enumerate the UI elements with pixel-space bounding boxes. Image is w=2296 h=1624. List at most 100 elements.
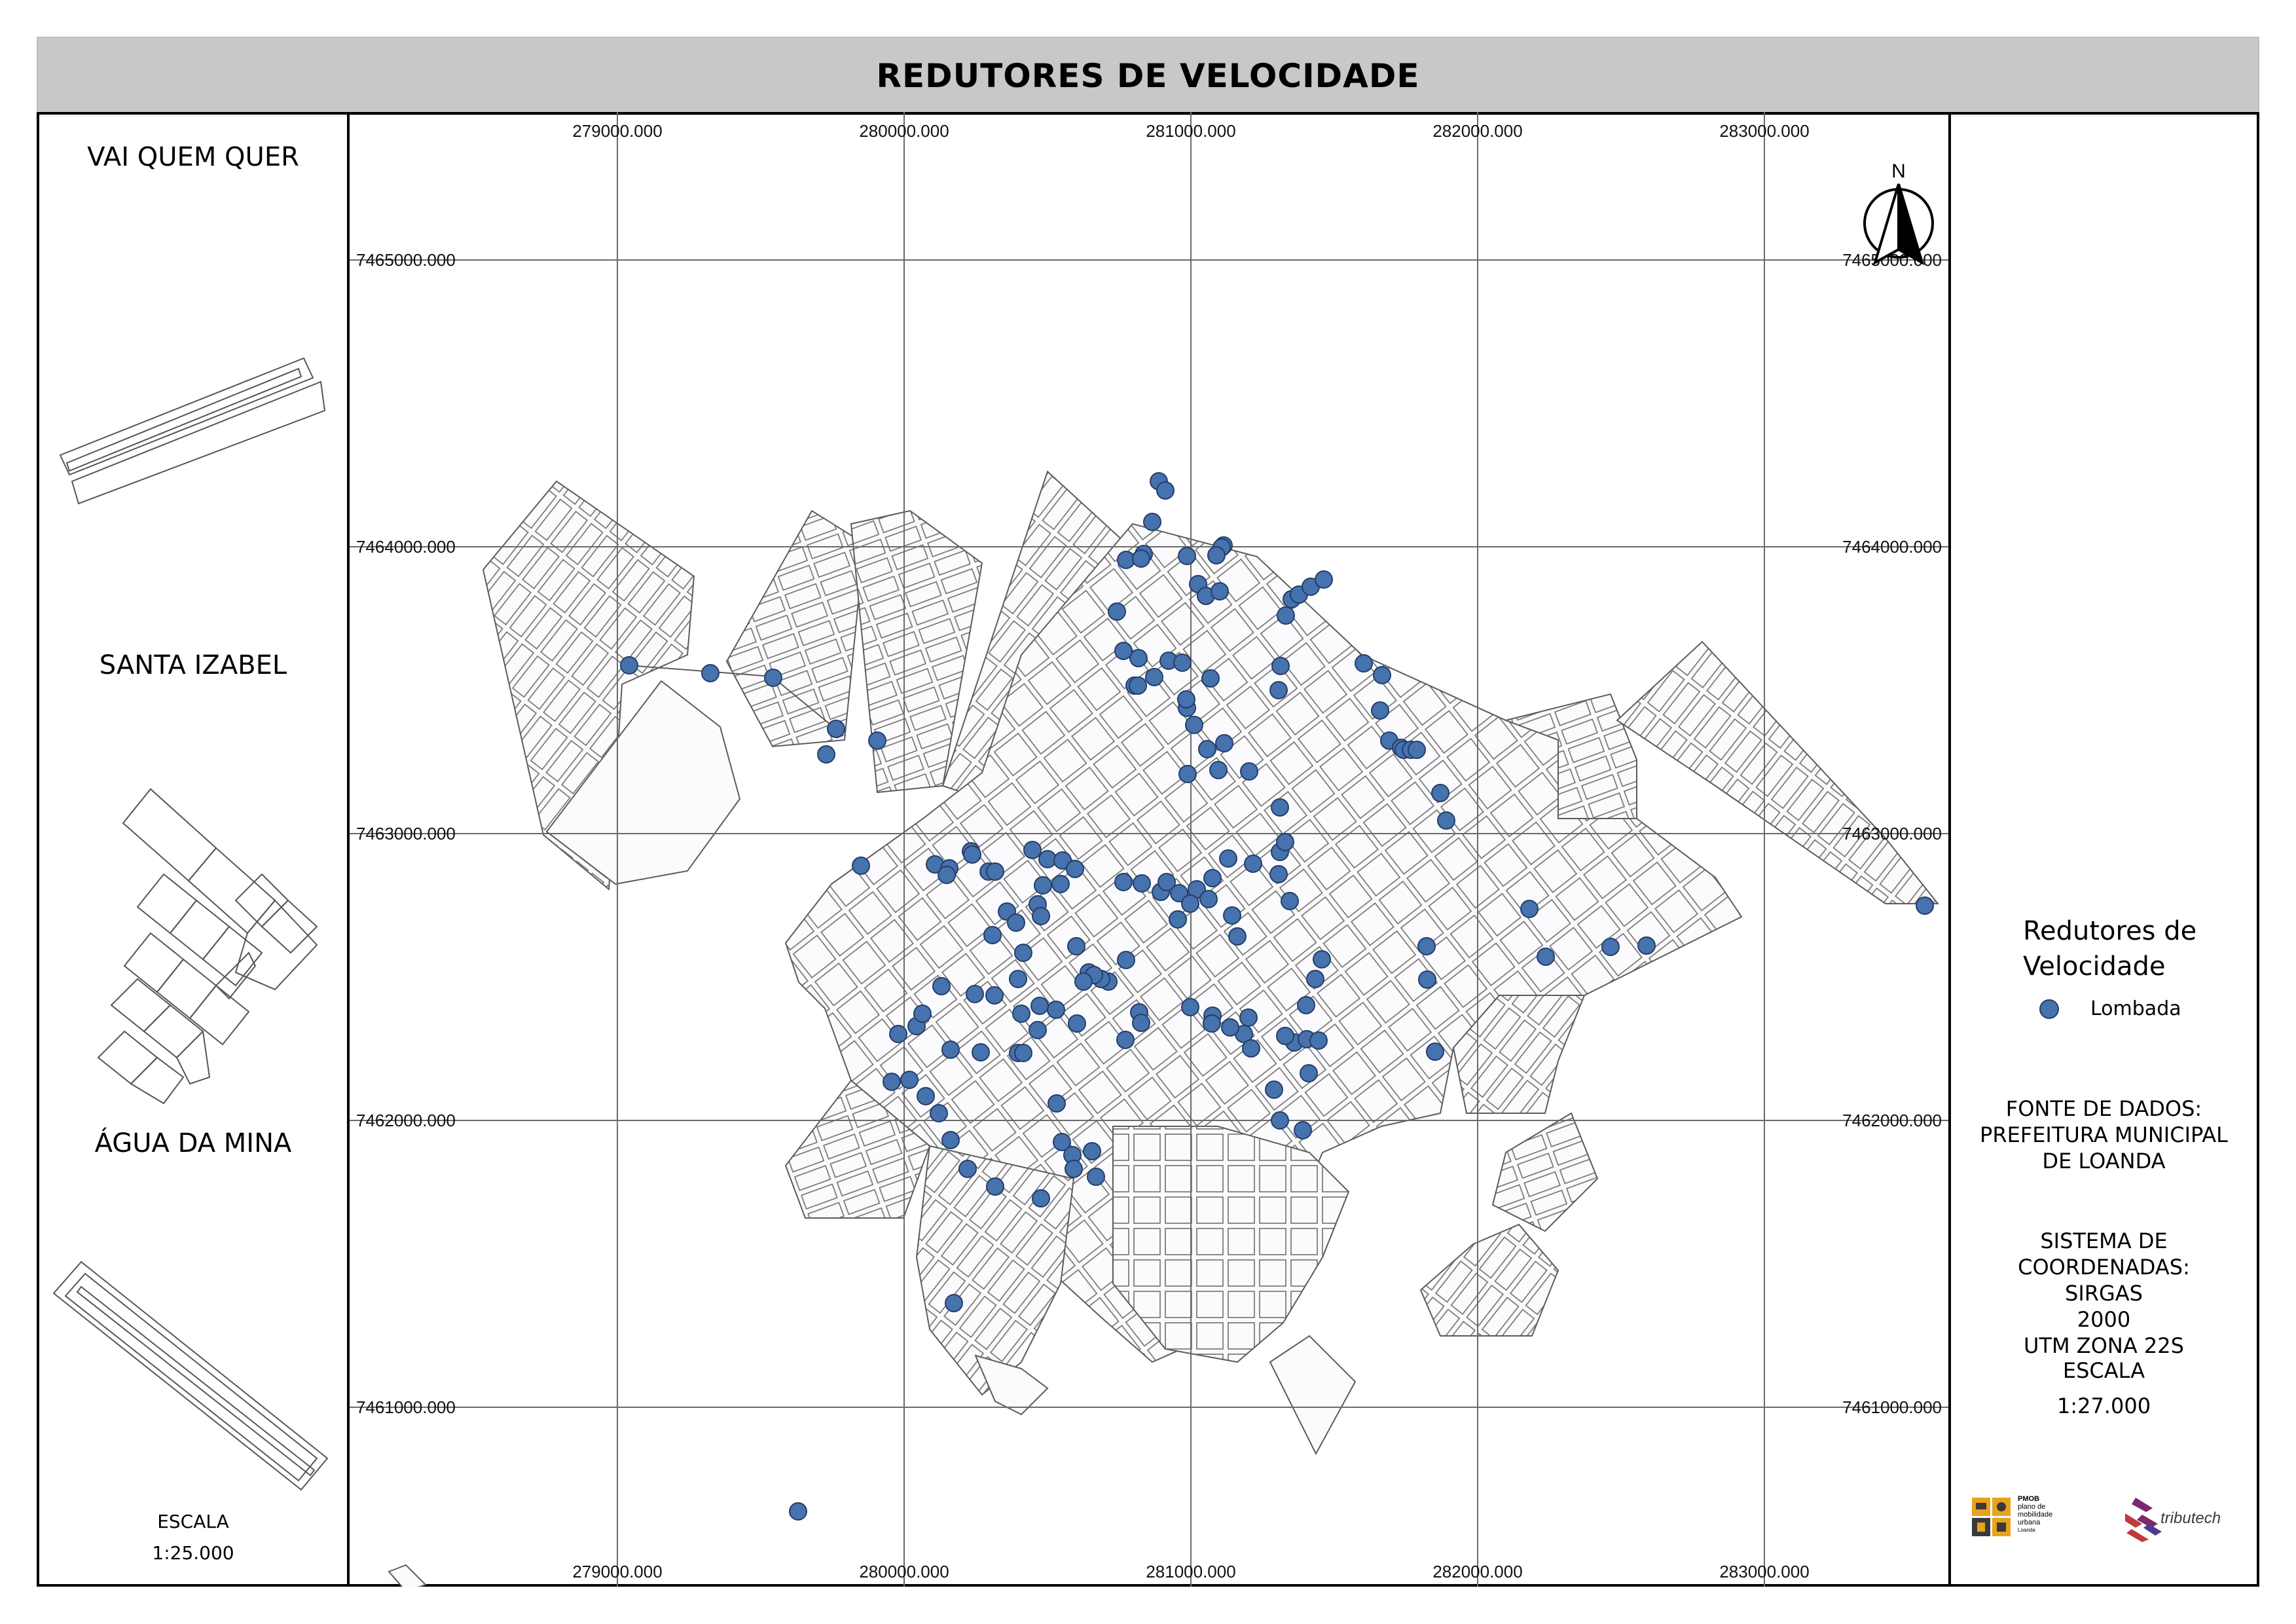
speed-bump-marker	[966, 985, 984, 1003]
speed-bump-marker	[1418, 970, 1436, 989]
speed-bump-marker	[1215, 734, 1233, 752]
y-tick-left: 7461000.000	[356, 1397, 456, 1417]
inset-vai-quem-quer-inner	[65, 367, 302, 472]
urban-area-far-east	[1616, 640, 1940, 904]
speed-bump-marker	[1157, 873, 1176, 891]
speed-bump-marker	[1114, 642, 1133, 660]
speed-bump-marker	[1116, 1031, 1135, 1049]
map-scale-value: 1:27.000	[2056, 1393, 2151, 1418]
speed-bump-marker	[1053, 1133, 1071, 1151]
speed-bump-marker	[1038, 850, 1057, 868]
parcel-south	[1269, 1335, 1357, 1456]
speed-bump-marker	[930, 1104, 948, 1122]
y-tick-left: 7463000.000	[356, 824, 456, 843]
tributech-logo: tributech	[2123, 1495, 2247, 1547]
speed-bump-marker	[1030, 997, 1049, 1015]
crs-line3: 2000	[2077, 1307, 2131, 1332]
x-tick-top: 280000.000	[859, 121, 949, 141]
district-label-agua-da-mina: ÁGUA DA MINA	[94, 1128, 292, 1158]
speed-bump-marker	[827, 720, 845, 738]
speed-bump-marker	[1156, 481, 1175, 500]
speed-bump-marker	[1181, 998, 1199, 1016]
speed-bump-marker	[1029, 1021, 1047, 1039]
x-tick-bottom: 281000.000	[1146, 1562, 1235, 1581]
y-tick-right: 7462000.000	[1842, 1111, 1942, 1130]
speed-bump-marker	[1032, 907, 1050, 925]
speed-bump-marker	[1228, 927, 1247, 946]
urban-area-east	[1503, 693, 1637, 819]
x-tick-bottom: 280000.000	[859, 1562, 949, 1581]
speed-bump-marker	[986, 1177, 1004, 1196]
speed-bump-marker	[917, 1087, 935, 1105]
speed-bump-marker	[1244, 855, 1262, 873]
main-map: 279000.000 280000.000 281000.000 282000.…	[350, 112, 1948, 1587]
speed-bump-marker	[986, 862, 1004, 881]
coordinate-system: SISTEMA DE COORDENADAS: SIRGAS 2000 UTM …	[1951, 1228, 2257, 1359]
speed-bump-marker	[1108, 602, 1126, 621]
speed-bump-marker	[883, 1073, 901, 1091]
speed-bump-marker	[1169, 910, 1187, 929]
speed-bump-marker	[913, 1005, 932, 1023]
speed-bump-marker	[1373, 666, 1391, 684]
speed-bump-marker	[1306, 970, 1324, 988]
speed-bump-marker	[1520, 900, 1539, 918]
speed-bump-marker	[1315, 570, 1333, 589]
speed-bump-marker	[972, 1043, 990, 1061]
speed-bump-marker	[1023, 841, 1042, 859]
speed-bump-marker	[1203, 869, 1222, 887]
speed-bump-marker	[1014, 1044, 1032, 1062]
speed-bump-marker	[1408, 741, 1426, 759]
inset-scale-value: 1:25.000	[152, 1542, 234, 1564]
speed-bump-marker	[852, 857, 870, 875]
urban-area-south-central	[1112, 1126, 1350, 1363]
map-frame	[350, 112, 1948, 1587]
speed-bump-marker	[1426, 1043, 1444, 1061]
speed-bump-marker	[1034, 876, 1052, 895]
speed-bump-marker	[1129, 676, 1147, 695]
speed-bump-marker	[900, 1071, 919, 1089]
speed-bump-marker	[1009, 970, 1027, 988]
y-tick-right: 7461000.000	[1842, 1397, 1942, 1417]
urban-area-southeast	[1419, 1223, 1559, 1337]
speed-bump-marker	[1219, 849, 1237, 868]
y-tick-left: 7464000.000	[356, 537, 456, 557]
y-tick-right: 7464000.000	[1842, 537, 1942, 557]
district-label-santa-izabel: SANTA IZABEL	[99, 650, 287, 680]
speed-bump-marker	[1053, 851, 1072, 870]
speed-bump-marker	[1916, 896, 1934, 915]
data-source-line2: PREFEITURA MUNICIPAL	[1980, 1122, 2228, 1147]
pmob-logo-line2: plano de	[2018, 1503, 2046, 1511]
title-bar: REDUTORES DE VELOCIDADE	[37, 37, 2259, 115]
speed-bump-marker	[1313, 950, 1331, 969]
speed-bump-marker	[1223, 906, 1241, 925]
x-tick-bottom: 279000.000	[572, 1562, 662, 1581]
speed-bump-marker	[1211, 582, 1229, 600]
x-tick-top: 281000.000	[1146, 121, 1235, 141]
speed-bump-marker	[941, 1131, 960, 1149]
speed-bump-marker	[1177, 690, 1195, 709]
speed-bump-marker	[1145, 668, 1163, 686]
pmob-logo-line3: mobilidade	[2018, 1511, 2053, 1519]
urban-area-north-strip	[725, 509, 866, 748]
speed-bump-marker	[932, 977, 951, 995]
pmob-logo-icon	[1972, 1498, 2011, 1536]
speed-bump-marker	[1132, 549, 1150, 568]
speed-bump-marker	[620, 656, 638, 674]
tributech-logo-icon	[2125, 1498, 2162, 1542]
speed-bump-marker	[1198, 740, 1216, 758]
crs-line1: SISTEMA DE COORDENADAS:	[2018, 1228, 2190, 1280]
speed-bump-marker	[1371, 701, 1389, 720]
speed-bump-marker	[1242, 1039, 1260, 1058]
speed-bump-marker	[889, 1025, 907, 1043]
speed-bump-marker	[1117, 551, 1135, 569]
speed-bump-marker	[958, 1160, 977, 1178]
legend-title-line1: Redutores de	[2023, 916, 2197, 946]
tributech-logo-text: tributech	[2160, 1509, 2221, 1527]
speed-bump-marker	[1117, 951, 1135, 969]
speed-bump-marker	[1178, 765, 1197, 783]
speed-bump-marker	[1074, 972, 1093, 991]
speed-bump-marker	[701, 664, 720, 682]
crs-line4: UTM ZONA 22S	[2024, 1333, 2184, 1358]
speed-bump-marker	[1083, 1142, 1101, 1160]
speed-bump-marker	[1014, 944, 1032, 962]
